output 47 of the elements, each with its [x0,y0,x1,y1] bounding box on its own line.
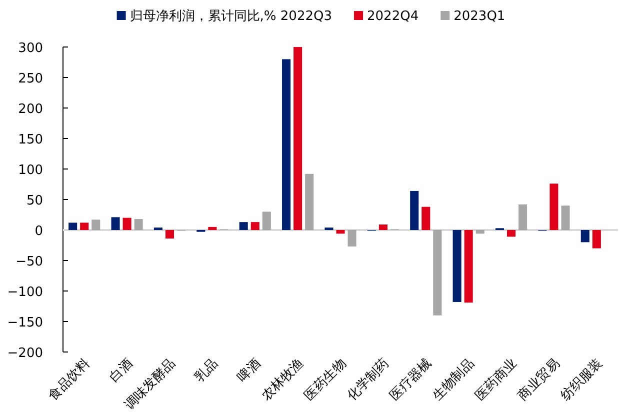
x-tick-label: 乳品 [192,356,222,386]
bar [518,204,528,230]
bar [165,230,174,239]
bar [507,230,516,237]
bar [250,222,260,230]
y-tick-label: −100 [7,285,43,300]
y-tick-label: 100 [18,163,43,178]
bar [262,212,271,230]
y-tick-label: 0 [34,224,43,239]
bar [433,230,442,316]
bar [550,184,558,230]
x-tick-label: 食品饮料 [46,356,94,404]
x-tick-label: 啤酒 [234,356,264,386]
bar [476,230,484,234]
y-tick-label: −200 [7,346,43,361]
legend-label: 2022Q4 [367,9,419,24]
bar [208,226,217,230]
bar [452,230,462,302]
bar [592,230,601,248]
legend-label: 2023Q1 [454,9,506,24]
y-tick-label: 300 [18,41,43,56]
bar [378,224,388,230]
bar [68,222,78,230]
y-tick-label: 50 [26,194,43,208]
y-tick-label: −50 [16,254,43,270]
bar [92,220,100,230]
bar [282,59,291,230]
bar [122,218,132,230]
bar [80,222,89,230]
bar [294,47,302,230]
bar [561,206,570,230]
x-tick-label: 白酒 [106,356,136,386]
y-tick-label: −150 [7,316,43,330]
y-tick-label: 200 [18,102,43,117]
bar [348,230,356,246]
y-tick-label: 250 [18,72,43,86]
bar [464,230,473,303]
bar [134,219,143,230]
bar [410,190,419,230]
bar [111,217,120,230]
y-tick-label: 150 [18,132,43,148]
bar [305,174,314,230]
bar [336,230,345,234]
bar [239,222,248,230]
legend-label: 归母净利润，累计同比,% 2022Q3 [130,9,332,24]
bar [580,230,590,242]
bar [422,206,430,230]
